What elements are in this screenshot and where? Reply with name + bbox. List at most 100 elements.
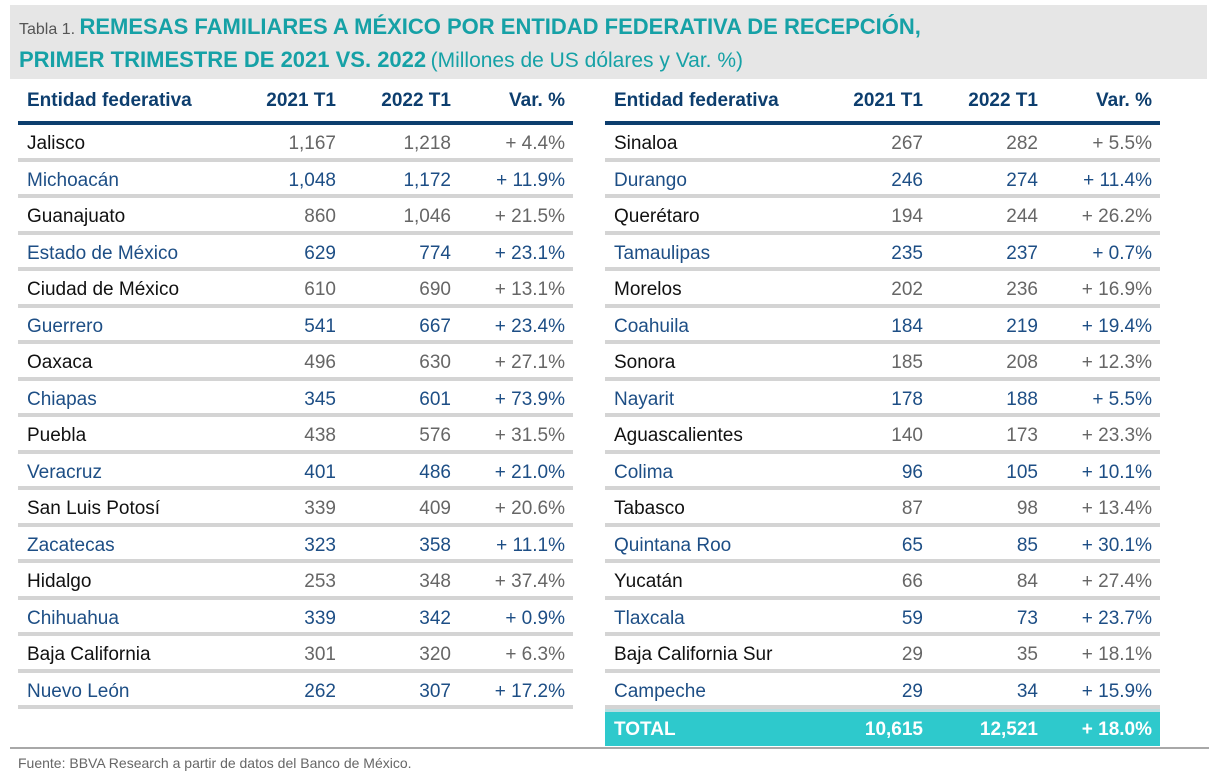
- variation-cell: + 16.9%: [1081, 279, 1152, 300]
- value-2022-cell: 307: [419, 680, 451, 702]
- variation-cell: + 13.4%: [1081, 498, 1152, 519]
- header-entity: Entidad federativa: [614, 90, 779, 111]
- table-row: Morelos 202 236 + 16.9%: [605, 271, 1160, 308]
- variation-cell: + 0.9%: [505, 607, 565, 629]
- value-2022-cell: 208: [1006, 352, 1038, 373]
- variation-cell: + 73.9%: [494, 388, 565, 410]
- value-2022-cell: 1,046: [403, 206, 451, 227]
- entity-cell: Zacatecas: [27, 534, 115, 556]
- entity-cell: Oaxaca: [27, 352, 93, 373]
- table-row: Oaxaca 496 630 + 27.1%: [18, 344, 573, 381]
- entity-cell: San Luis Potosí: [27, 498, 161, 519]
- bottom-divider: [10, 747, 1209, 749]
- table-row: San Luis Potosí 339 409 + 20.6%: [18, 490, 573, 527]
- value-2022-cell: 667: [419, 315, 451, 337]
- variation-cell: + 23.4%: [494, 315, 565, 337]
- entity-cell: Michoacán: [27, 169, 119, 191]
- variation-cell: + 15.9%: [1081, 680, 1152, 702]
- total-2021: 10,615: [864, 719, 923, 740]
- table-row: Quintana Roo 65 85 + 30.1%: [605, 527, 1160, 563]
- value-2021-cell: 29: [901, 680, 923, 702]
- entity-cell: Estado de México: [27, 242, 179, 264]
- table-title-band: Tabla 1. REMESAS FAMILIARES A MÉXICO POR…: [10, 5, 1207, 79]
- value-2021-cell: 66: [901, 571, 923, 592]
- entity-cell: Tamaulipas: [614, 242, 711, 264]
- table-row: Baja California 301 320 + 6.3%: [18, 636, 573, 673]
- value-2022-cell: 774: [419, 242, 451, 264]
- variation-cell: + 5.5%: [1092, 133, 1152, 154]
- table-row: Yucatán 66 84 + 27.4%: [605, 563, 1160, 600]
- header-entity: Entidad federativa: [27, 90, 192, 111]
- table-number-label: Tabla 1.: [19, 21, 76, 38]
- value-2022-cell: 630: [419, 352, 451, 373]
- variation-cell: + 0.7%: [1092, 242, 1152, 264]
- entity-cell: Yucatán: [614, 571, 683, 592]
- table-title-continued: PRIMER TRIMESTRE DE 2021 VS. 2022: [19, 47, 427, 72]
- table-row: Zacatecas 323 358 + 11.1%: [18, 527, 573, 563]
- value-2021-cell: 202: [891, 279, 923, 300]
- variation-cell: + 4.4%: [505, 133, 565, 154]
- variation-cell: + 12.3%: [1081, 352, 1152, 373]
- entity-cell: Ciudad de México: [27, 279, 180, 300]
- value-2021-cell: 438: [304, 425, 336, 446]
- table-row: Sinaloa 267 282 + 5.5%: [605, 125, 1160, 162]
- variation-cell: + 26.2%: [1081, 206, 1152, 227]
- value-2021-cell: 860: [304, 206, 336, 227]
- entity-cell: Morelos: [614, 279, 682, 300]
- variation-cell: + 27.4%: [1081, 571, 1152, 592]
- title-line-2: PRIMER TRIMESTRE DE 2021 VS. 2022 (Millo…: [19, 47, 743, 73]
- entity-cell: Aguascalientes: [614, 425, 743, 446]
- entity-cell: Chiapas: [27, 388, 97, 410]
- value-2022-cell: 236: [1006, 279, 1038, 300]
- value-2021-cell: 65: [901, 534, 923, 556]
- total-var: + 18.0%: [1081, 719, 1152, 740]
- value-2022-cell: 601: [419, 388, 451, 410]
- table-units: (Millones de US dólares y Var. %): [430, 49, 743, 72]
- left-table: Entidad federativa 2021 T1 2022 T1 Var. …: [18, 80, 573, 709]
- value-2021-cell: 29: [901, 644, 923, 665]
- left-table-body: Jalisco 1,167 1,218 + 4.4% Michoacán 1,048 1,1…: [18, 125, 573, 709]
- variation-cell: + 30.1%: [1081, 534, 1152, 556]
- value-2022-cell: 85: [1016, 534, 1038, 556]
- table-row: Nuevo León 262 307 + 17.2%: [18, 673, 573, 709]
- total-row: TOTAL 10,615 12,521 + 18.0%: [605, 709, 1160, 746]
- value-2021-cell: 339: [304, 607, 336, 629]
- entity-cell: Chihuahua: [27, 607, 119, 629]
- entity-cell: Sonora: [614, 352, 676, 373]
- table-row: Michoacán 1,048 1,172 + 11.9%: [18, 162, 573, 198]
- value-2021-cell: 194: [891, 206, 923, 227]
- entity-cell: Querétaro: [614, 206, 700, 227]
- table-row: Puebla 438 576 + 31.5%: [18, 417, 573, 454]
- entity-cell: Jalisco: [27, 133, 86, 154]
- value-2021-cell: 262: [304, 680, 336, 702]
- value-2022-cell: 188: [1006, 388, 1038, 410]
- value-2021-cell: 87: [901, 498, 923, 519]
- table-row: Chiapas 345 601 + 73.9%: [18, 381, 573, 417]
- variation-cell: + 37.4%: [494, 571, 565, 592]
- table-row: Coahuila 184 219 + 19.4%: [605, 308, 1160, 344]
- table-row: Guanajuato 860 1,046 + 21.5%: [18, 198, 573, 235]
- table-row: Tabasco 87 98 + 13.4%: [605, 490, 1160, 527]
- entity-cell: Guerrero: [27, 315, 104, 337]
- value-2022-cell: 576: [419, 425, 451, 446]
- source-note: Fuente: BBVA Research a partir de datos …: [18, 755, 412, 771]
- value-2021-cell: 178: [891, 388, 923, 410]
- value-2022-cell: 237: [1006, 242, 1038, 264]
- value-2022-cell: 320: [419, 644, 451, 665]
- entity-cell: Tabasco: [614, 498, 685, 519]
- variation-cell: + 5.5%: [1092, 388, 1152, 410]
- header-2021: 2021 T1: [266, 90, 336, 111]
- variation-cell: + 13.1%: [494, 279, 565, 300]
- total-2022: 12,521: [979, 719, 1038, 740]
- value-2022-cell: 73: [1016, 607, 1038, 629]
- table-row: Estado de México 629 774 + 23.1%: [18, 235, 573, 271]
- entity-cell: Nuevo León: [27, 680, 130, 702]
- table-row: Hidalgo 253 348 + 37.4%: [18, 563, 573, 600]
- value-2022-cell: 1,172: [403, 169, 451, 191]
- value-2022-cell: 35: [1016, 644, 1038, 665]
- value-2022-cell: 409: [419, 498, 451, 519]
- table-row: Colima 96 105 + 10.1%: [605, 454, 1160, 490]
- variation-cell: + 19.4%: [1081, 315, 1152, 337]
- table-header: Entidad federativa 2021 T1 2022 T1 Var. …: [605, 80, 1160, 125]
- variation-cell: + 20.6%: [494, 498, 565, 519]
